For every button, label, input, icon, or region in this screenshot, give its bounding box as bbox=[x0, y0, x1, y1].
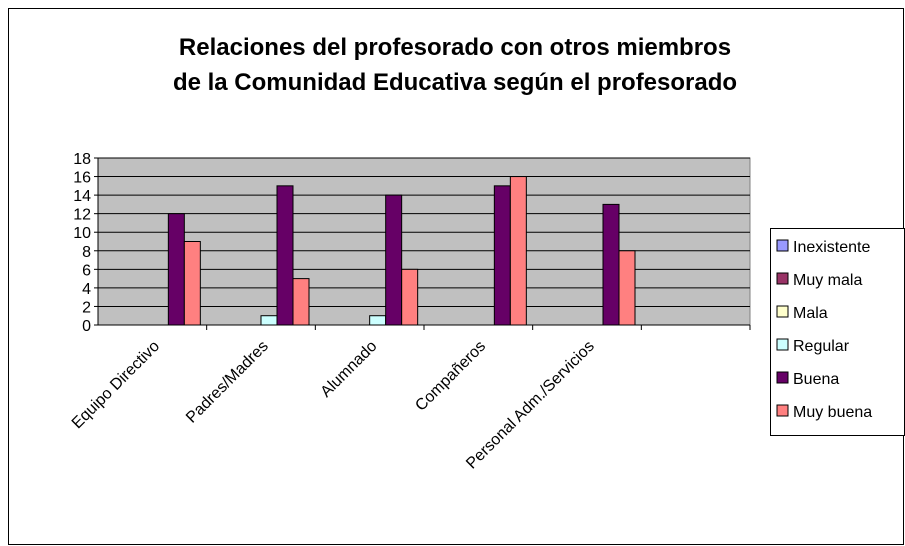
legend-swatch bbox=[776, 272, 789, 285]
bar bbox=[292, 278, 310, 326]
bar bbox=[369, 315, 387, 326]
y-tick-label: 2 bbox=[82, 299, 91, 316]
y-tick-label: 0 bbox=[82, 318, 91, 335]
legend-swatch bbox=[776, 305, 789, 318]
y-tick-label: 16 bbox=[73, 170, 91, 187]
y-tick-label: 8 bbox=[82, 244, 91, 261]
legend-box bbox=[770, 228, 905, 436]
bar bbox=[602, 203, 620, 326]
bar bbox=[276, 185, 294, 326]
bar bbox=[167, 213, 185, 326]
bar bbox=[385, 194, 403, 326]
bar bbox=[260, 315, 278, 326]
bar bbox=[401, 268, 419, 326]
legend-swatch bbox=[776, 239, 789, 252]
legend-swatch bbox=[776, 404, 789, 417]
chart-title: de la Comunidad Educativa según el profe… bbox=[173, 69, 737, 96]
legend: Inexistente Muy mala Mala Regular Buena Muy b… bbox=[770, 228, 905, 436]
plot-area bbox=[97, 157, 751, 326]
legend-swatch bbox=[776, 371, 789, 384]
y-tick-label: 14 bbox=[73, 188, 91, 205]
chart-title: Relaciones del profesorado con otros mie… bbox=[179, 34, 731, 61]
legend-label: Mala bbox=[793, 305, 828, 322]
legend-label: Regular bbox=[793, 338, 850, 355]
bar bbox=[183, 241, 201, 326]
legend-label: Inexistente bbox=[793, 239, 870, 256]
y-tick-label: 10 bbox=[73, 225, 91, 242]
bar bbox=[493, 185, 511, 326]
legend-label: Buena bbox=[793, 371, 839, 388]
bar bbox=[618, 250, 636, 326]
y-tick-label: 4 bbox=[82, 281, 91, 298]
y-tick-label: 6 bbox=[82, 262, 91, 279]
y-tick-label: 12 bbox=[73, 207, 91, 224]
legend-swatch bbox=[776, 338, 789, 351]
y-tick-label: 18 bbox=[73, 151, 91, 168]
bar bbox=[509, 176, 527, 326]
legend-label: Muy mala bbox=[793, 272, 862, 289]
legend-label: Muy buena bbox=[793, 404, 872, 421]
